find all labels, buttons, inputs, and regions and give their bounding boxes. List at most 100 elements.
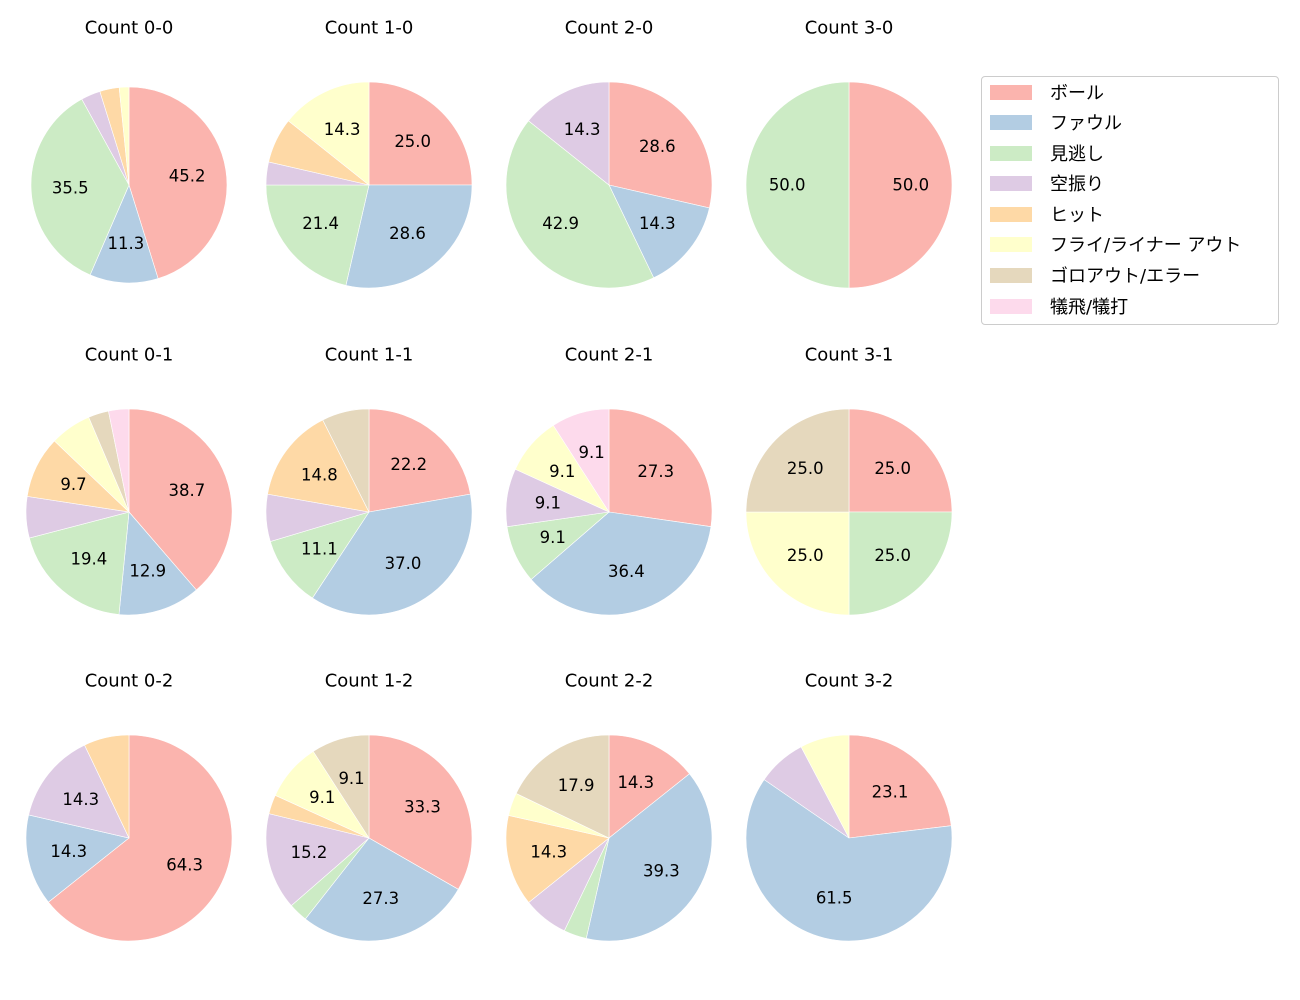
pie-slice bbox=[608, 184, 710, 279]
slice-percent-label: 9.1 bbox=[535, 494, 561, 513]
pie-count-3-0: 50.0 50.0 Count 3-0 bbox=[745, 18, 953, 289]
pie-count-0-2: 64.3 14.3 14.3 Count 0-2 bbox=[25, 671, 233, 942]
pie-slice bbox=[267, 419, 370, 513]
pie-count-2-0: 28.6 14.3 42.9 14.3 Count 2-0 bbox=[505, 18, 713, 289]
slice-percent-label: 21.4 bbox=[302, 214, 339, 233]
slice-percent-label: 9.1 bbox=[549, 462, 575, 481]
slice-percent-label: 28.6 bbox=[639, 137, 676, 156]
slice-percent-label: 39.3 bbox=[643, 861, 680, 880]
pie-slice bbox=[745, 511, 850, 616]
slice-percent-label: 61.5 bbox=[816, 889, 853, 908]
pie-slice bbox=[608, 81, 713, 209]
pie-slice bbox=[608, 734, 690, 839]
pie-slice bbox=[128, 408, 233, 591]
pie-count-3-1: 25.0 25.0 25.0 25.0 Count 3-1 bbox=[745, 345, 953, 616]
legend-swatch bbox=[990, 298, 1032, 314]
slice-percent-label: 14.3 bbox=[62, 790, 99, 809]
legend-label: ゴロアウト/エラー bbox=[1050, 266, 1201, 287]
legend-label: ボール bbox=[1050, 83, 1104, 104]
pie-slice bbox=[108, 408, 130, 513]
pie-slice bbox=[287, 81, 370, 186]
pie-slice bbox=[848, 81, 953, 289]
pie-slice bbox=[608, 408, 713, 527]
legend-item-hit: ヒット bbox=[990, 202, 1104, 226]
pie-slice bbox=[30, 98, 130, 276]
slice-percent-label: 35.5 bbox=[52, 178, 89, 197]
pie-title: Count 1-0 bbox=[325, 18, 414, 39]
legend-item-foul: ファウル bbox=[990, 110, 1122, 134]
slice-percent-label: 27.3 bbox=[637, 462, 674, 481]
pie-slice bbox=[505, 120, 655, 289]
pie-slice bbox=[118, 511, 197, 616]
pie-slice bbox=[28, 744, 130, 839]
slice-percent-label: 11.1 bbox=[301, 539, 338, 558]
slice-percent-label: 9.1 bbox=[309, 788, 335, 807]
pie-slice bbox=[528, 81, 610, 186]
slice-percent-label: 27.3 bbox=[362, 889, 399, 908]
pie-slice bbox=[128, 86, 228, 279]
slice-percent-label: 12.9 bbox=[129, 561, 166, 580]
pie-count-1-1: 22.2 37.0 11.1 14.8 Count 1-1 bbox=[265, 345, 473, 616]
legend-item-ground-out: ゴロアウト/エラー bbox=[990, 263, 1200, 287]
pie-slice bbox=[265, 184, 370, 286]
pie-slice bbox=[745, 779, 953, 942]
pie-slice bbox=[848, 734, 952, 839]
pie-title: Count 3-2 bbox=[805, 671, 894, 692]
legend: ボール ファウル 見逃し 空振り ヒット フライ/ライナー アウト ゴロアウト/… bbox=[981, 76, 1279, 325]
pie-slice bbox=[269, 511, 370, 599]
slice-percent-label: 14.3 bbox=[639, 214, 676, 233]
slice-percent-label: 36.4 bbox=[608, 562, 645, 581]
pie-slice bbox=[552, 408, 610, 514]
pie-slice bbox=[848, 511, 953, 616]
slice-percent-label: 14.3 bbox=[324, 120, 361, 139]
slice-percent-label: 23.1 bbox=[872, 782, 909, 801]
pie-title: Count 0-2 bbox=[85, 671, 174, 692]
legend-item-sacrifice: 犠飛/犠打 bbox=[990, 294, 1128, 318]
slice-percent-label: 14.3 bbox=[617, 773, 654, 792]
legend-label: 犠飛/犠打 bbox=[1050, 297, 1129, 318]
slice-percent-label: 25.0 bbox=[394, 132, 431, 151]
slice-percent-label: 14.3 bbox=[50, 842, 87, 861]
slice-percent-label: 50.0 bbox=[892, 176, 929, 195]
slice-percent-label: 22.2 bbox=[390, 455, 427, 474]
pie-slice bbox=[28, 511, 130, 615]
pie-slice bbox=[89, 184, 159, 284]
pie-slice bbox=[585, 773, 713, 942]
pie-slice bbox=[515, 734, 610, 839]
slice-percent-label: 15.2 bbox=[291, 843, 328, 862]
slice-percent-label: 11.3 bbox=[107, 234, 144, 253]
pie-title: Count 1-1 bbox=[325, 345, 414, 366]
pie-slice bbox=[118, 86, 130, 186]
pie-title: Count 0-1 bbox=[85, 345, 174, 366]
slice-percent-label: 19.4 bbox=[71, 550, 108, 569]
pie-count-0-1: 38.7 12.9 19.4 9.7 Count 0-1 bbox=[25, 345, 233, 616]
slice-percent-label: 14.3 bbox=[530, 842, 567, 861]
legend-label: フライ/ライナー アウト bbox=[1050, 235, 1242, 256]
pie-slice bbox=[265, 813, 370, 907]
pie-slice bbox=[745, 408, 850, 513]
slice-percent-label: 9.1 bbox=[540, 528, 566, 547]
pie-slice bbox=[312, 734, 370, 840]
pie-title: Count 3-1 bbox=[805, 345, 894, 366]
pie-title: Count 2-1 bbox=[565, 345, 654, 366]
legend-swatch bbox=[990, 114, 1032, 130]
legend-item-called-strike: 見逃し bbox=[990, 141, 1104, 165]
pie-slice bbox=[368, 81, 473, 186]
legend-swatch bbox=[990, 267, 1032, 283]
slice-percent-label: 28.6 bbox=[389, 224, 426, 243]
legend-swatch bbox=[990, 84, 1032, 100]
pie-title: Count 3-0 bbox=[805, 18, 894, 39]
slice-percent-label: 33.3 bbox=[404, 798, 441, 817]
legend-label: ファウル bbox=[1050, 113, 1122, 134]
pie-slice bbox=[505, 815, 610, 903]
slice-percent-label: 14.3 bbox=[564, 120, 601, 139]
pie-slice bbox=[304, 837, 459, 942]
slice-percent-label: 50.0 bbox=[769, 176, 806, 195]
slice-percent-label: 9.1 bbox=[338, 769, 364, 788]
slice-percent-label: 25.0 bbox=[874, 546, 911, 565]
pie-count-3-2: 23.1 61.5 Count 3-2 bbox=[745, 671, 953, 942]
slice-percent-label: 45.2 bbox=[169, 167, 206, 186]
pie-slice bbox=[530, 511, 712, 616]
